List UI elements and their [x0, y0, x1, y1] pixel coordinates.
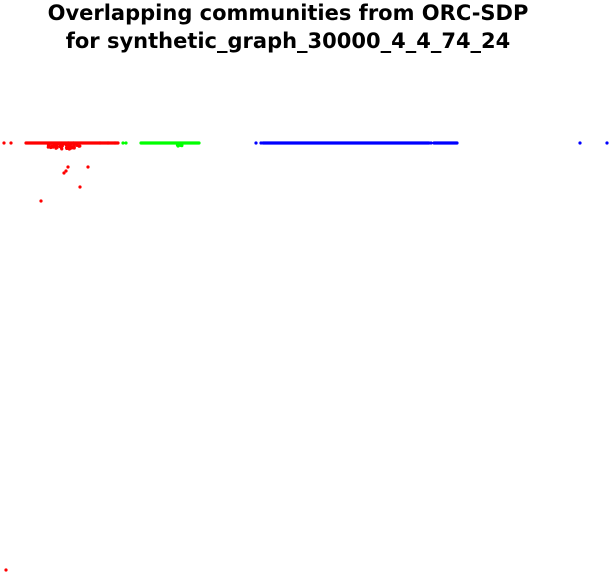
series-0-cluster-0-point [64, 143, 68, 147]
series-0-cluster-0-point [75, 143, 79, 147]
series-0-cluster-0-point [59, 144, 63, 149]
chart-title-line-1: Overlapping communities from ORC-SDP [47, 1, 529, 25]
series-2 [254, 141, 609, 145]
series-0-cluster-0-point [69, 142, 73, 146]
series-2-point-2 [429, 141, 433, 145]
series-0-cluster-0-point [67, 145, 71, 149]
series-2-point-0 [254, 141, 258, 145]
series-0-point-5 [66, 165, 70, 169]
series-0-point-0 [2, 141, 6, 145]
series-0-point-3 [106, 141, 110, 145]
series-2-point-4 [605, 141, 609, 145]
series-1-cluster-0-point [180, 143, 184, 147]
series-1-point-1 [124, 141, 128, 145]
series-0-point-1 [9, 141, 13, 145]
series-0-cluster-0-point [46, 145, 50, 149]
series-0-point-9 [78, 185, 82, 189]
series-0 [2, 141, 120, 572]
series-0-point-7 [62, 171, 66, 175]
series-0-point-11 [4, 568, 8, 572]
series-1 [121, 141, 201, 148]
series-0-cluster-0-point [49, 141, 53, 145]
series-0-cluster-0-point [78, 144, 82, 148]
chart-title-line-2: for synthetic_graph_30000_4_4_74_24 [65, 29, 511, 53]
series-0-point-8 [86, 165, 90, 169]
series-0-point-10 [39, 199, 43, 203]
series-0-cluster-0-point [71, 141, 76, 145]
series-0-point-4 [113, 141, 117, 145]
series-0-cluster-0-point [56, 142, 60, 146]
series-0-cluster-0-point [49, 145, 53, 150]
series-0-point-2 [98, 141, 102, 145]
series-2-point-3 [578, 141, 582, 145]
chart-title: Overlapping communities from ORC-SDP for… [0, 0, 576, 55]
series-0-cluster-0-point [55, 145, 59, 149]
series-0-point-6 [64, 169, 68, 173]
series-0-cluster-0-point [53, 142, 58, 146]
series-2-point-1 [259, 141, 263, 145]
series-1-cluster-0-point [175, 143, 180, 147]
series-1-point-0 [121, 141, 125, 145]
